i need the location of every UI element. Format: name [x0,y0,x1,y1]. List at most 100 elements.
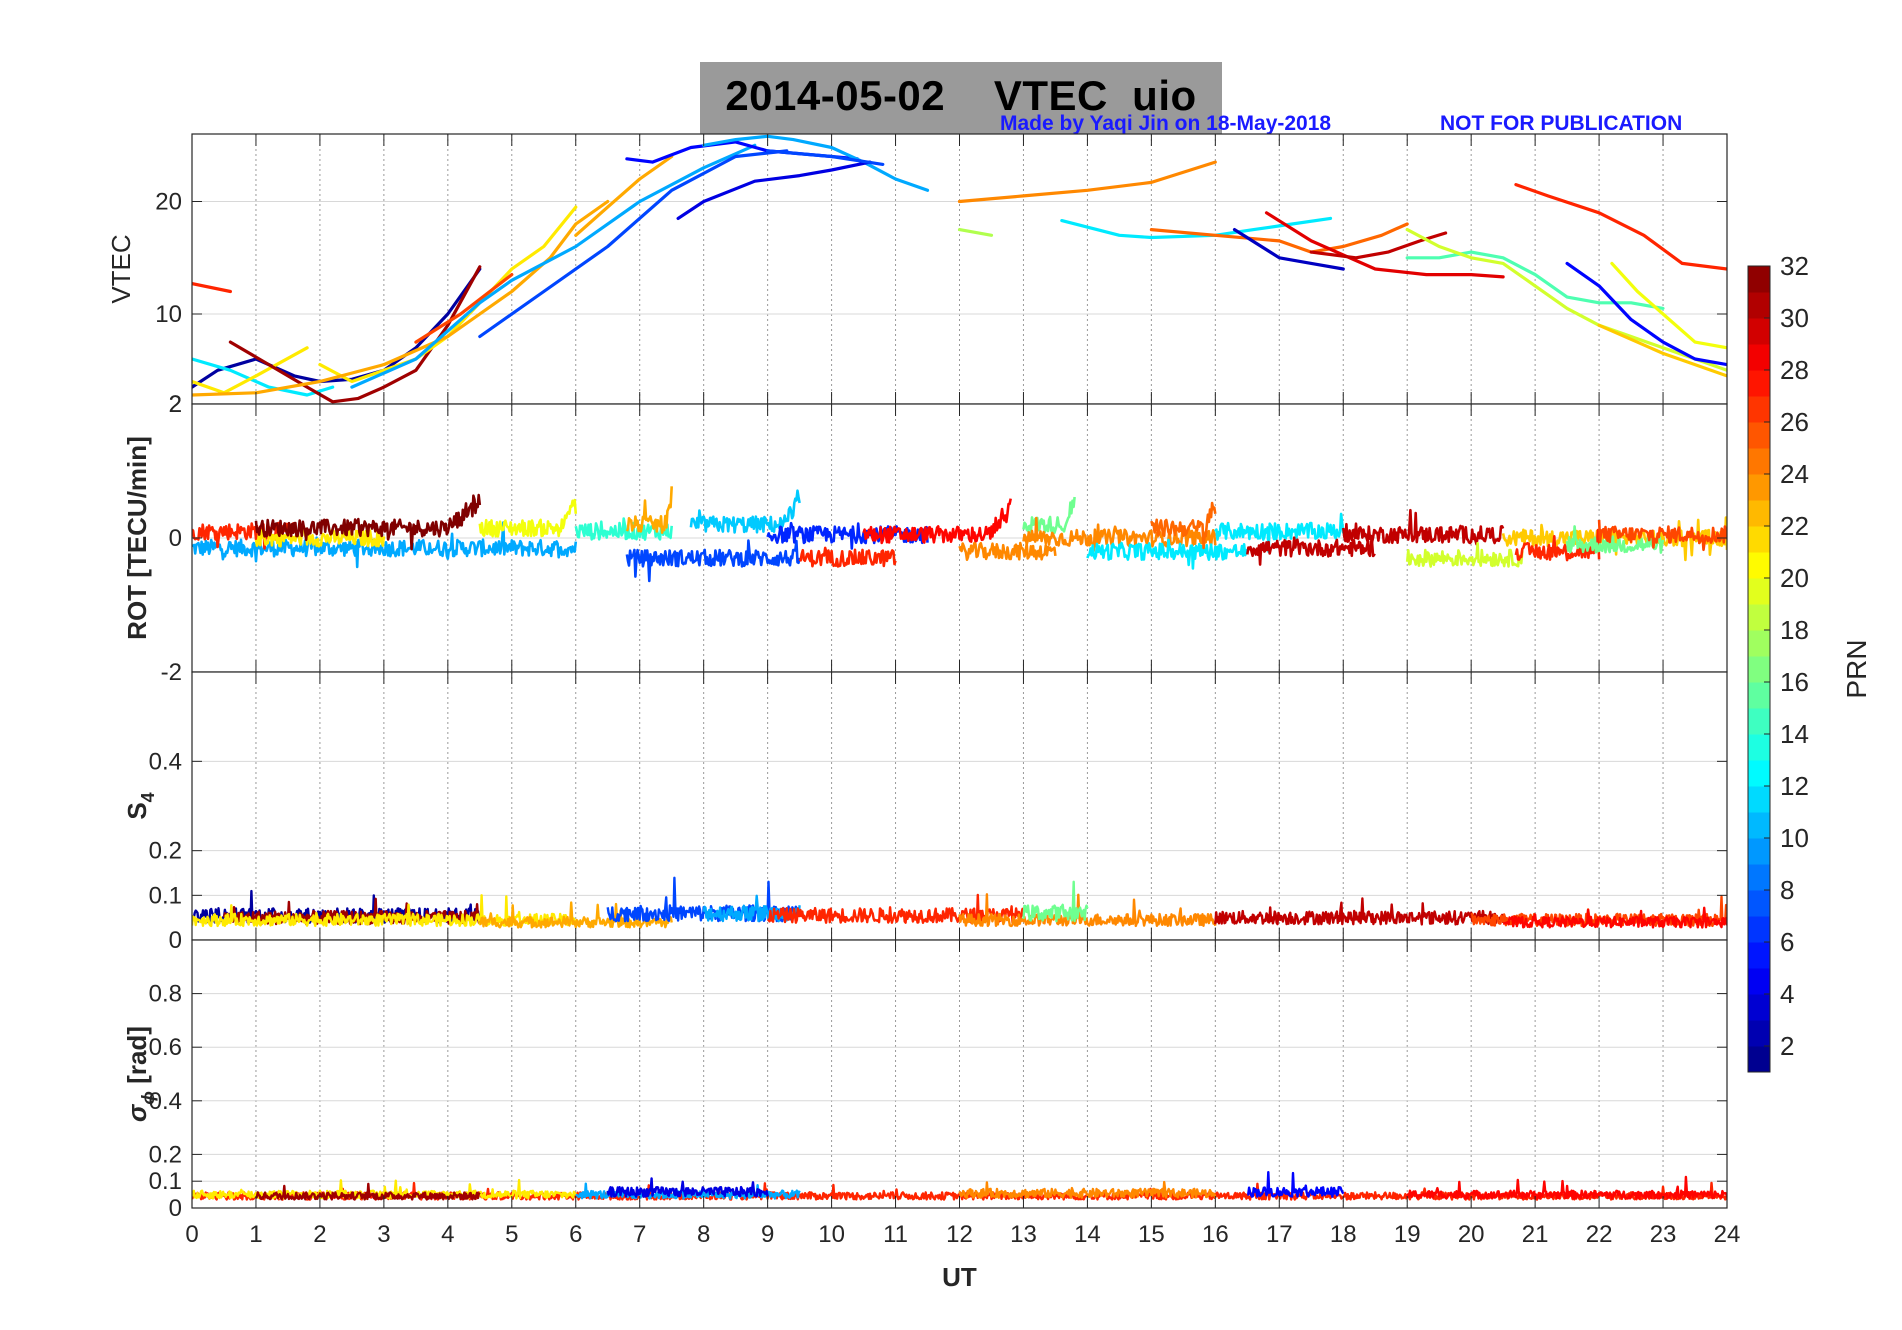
xtick-label: 10 [818,1221,845,1248]
ytick-label: 0.4 [149,748,182,775]
rot-series-prn25 [1150,501,1217,550]
sigma-series-prn4 [606,1177,769,1198]
xtick-label: 1 [249,1221,262,1248]
xtick-label: 2 [313,1221,326,1248]
ylabel-s4: S4 [122,792,158,819]
colorbar-segment [1748,448,1770,475]
colorbar-tick-label: 30 [1780,303,1809,333]
ytick-label: 0 [169,1195,182,1222]
vtec-series-prn20 [1610,261,1727,350]
rot-series-prn28 [862,498,1012,545]
s4-series-prn28 [1502,906,1727,929]
colorbar-segment [1748,812,1770,839]
colorbar-segment [1748,578,1770,605]
colorbar-segment [1748,838,1770,865]
ylabel-vtec: VTEC [106,234,136,303]
vtec-series-prn21 [192,346,309,395]
colorbar-tick-label: 22 [1780,511,1809,541]
colorbar-segment [1748,682,1770,709]
colorbar-segment [1748,916,1770,943]
colorbar-segment [1748,942,1770,969]
colorbar-tick-label: 10 [1780,823,1809,853]
xlabel: UT [942,1262,977,1292]
xtick-label: 3 [377,1221,390,1248]
xtick-label: 11 [883,1221,908,1248]
colorbar-segment [1748,552,1770,579]
vtec-series-prn3 [1232,228,1345,271]
ytick-label: 0.1 [149,1168,182,1195]
rot-series-prn14 [574,517,673,541]
vtec-series-prn29 [1264,211,1505,279]
colorbar-frame [1747,265,1771,1073]
vtec-series-prn27 [192,282,232,294]
xtick-label: 19 [1394,1221,1421,1248]
s4-series-prn24 [958,893,1217,928]
colorbar-tick-label: 20 [1780,563,1809,593]
ylabel-sub: ϕ [138,1091,158,1105]
colorbar-tick-label: 32 [1780,251,1809,281]
rot-series-prn7 [625,539,801,583]
sigma-series-prn24 [958,1180,1217,1199]
colorbar-tick-label: 6 [1780,927,1794,957]
rot-series-prn16 [1565,525,1665,554]
colorbar-segment [1748,604,1770,631]
rot-series-prn30 [1246,536,1376,566]
colorbar-label: PRN [1841,639,1872,698]
vtec-series-prn23 [192,199,610,397]
ytick-label: 0 [169,927,182,954]
colorbar-tick-label: 16 [1780,667,1809,697]
ytick-label: 10 [155,301,182,328]
s4-series-prn16 [1022,880,1089,923]
rot-series-prn19 [1405,541,1524,568]
xtick-label: 15 [1138,1221,1165,1248]
vtec-series-prn4 [676,160,872,220]
rot-series-prn24 [958,541,1057,562]
colorbar-segment [1748,526,1770,553]
rot-series-prn20 [478,498,578,538]
vtec-series-prn23 [574,154,674,237]
credit-disclaimer: NOT FOR PUBLICATION [1440,112,1683,135]
panel-rot: -2 0 2 ROT [TECU/min] [122,391,1728,686]
ytick-label: 0.4 [149,1088,182,1115]
ytick-label: 0 [169,525,182,552]
colorbar-segment [1748,474,1770,501]
vtec-series-prn15 [1405,250,1665,310]
colorbar-tick-label: 4 [1780,979,1794,1009]
colorbar-segment [1748,318,1770,345]
colorbar-segment [1748,760,1770,787]
colorbar-segment [1748,292,1770,319]
series-group-rot [192,486,1727,583]
rot-series-prn27 [798,546,897,568]
colorbar-segment [1748,370,1770,397]
colorbar-tick-label: 28 [1780,355,1809,385]
xtick-label: 18 [1330,1221,1357,1248]
rot-series-prn16 [1022,496,1076,535]
title-box: 2014-05-02 VTEC uio [700,62,1222,134]
rot-series-prn23 [625,486,673,535]
vtec-series-prn10 [702,134,930,192]
colorbar-tick-label: 14 [1780,719,1809,749]
rot-series-prn12 [1214,512,1345,554]
xtick-label: 4 [441,1221,454,1248]
xtick-label: 13 [1010,1221,1037,1248]
colorbar-segment [1748,630,1770,657]
colorbar-segment [1748,968,1770,995]
panel-bg-sigma [192,940,1727,1208]
colorbar-tick-label: 24 [1780,459,1809,489]
ytick-label: 0.8 [149,981,182,1008]
sigma-series-prn31 [254,1182,481,1201]
ytick-label: 0.6 [149,1034,182,1061]
xtick-label: 0 [185,1221,198,1248]
rot-series-prn32 [254,493,482,551]
s4-series-prn30 [1214,897,1505,926]
xtick-label: 16 [1202,1221,1229,1248]
colorbar-segment [1748,1020,1770,1047]
colorbar-tick-label: 8 [1780,875,1794,905]
panel-sigma: 00.10.20.40.60.8σϕ [rad]0 1 2 3 4 5 6 7 8 9 10 11 12… [122,939,1740,1292]
colorbar-segment [1748,786,1770,813]
ytick-label: 0.2 [149,838,182,865]
colorbar-segment [1748,734,1770,761]
ylabel-sub: 4 [138,792,158,802]
chart-title: 2014-05-02 VTEC uio [725,72,1197,119]
